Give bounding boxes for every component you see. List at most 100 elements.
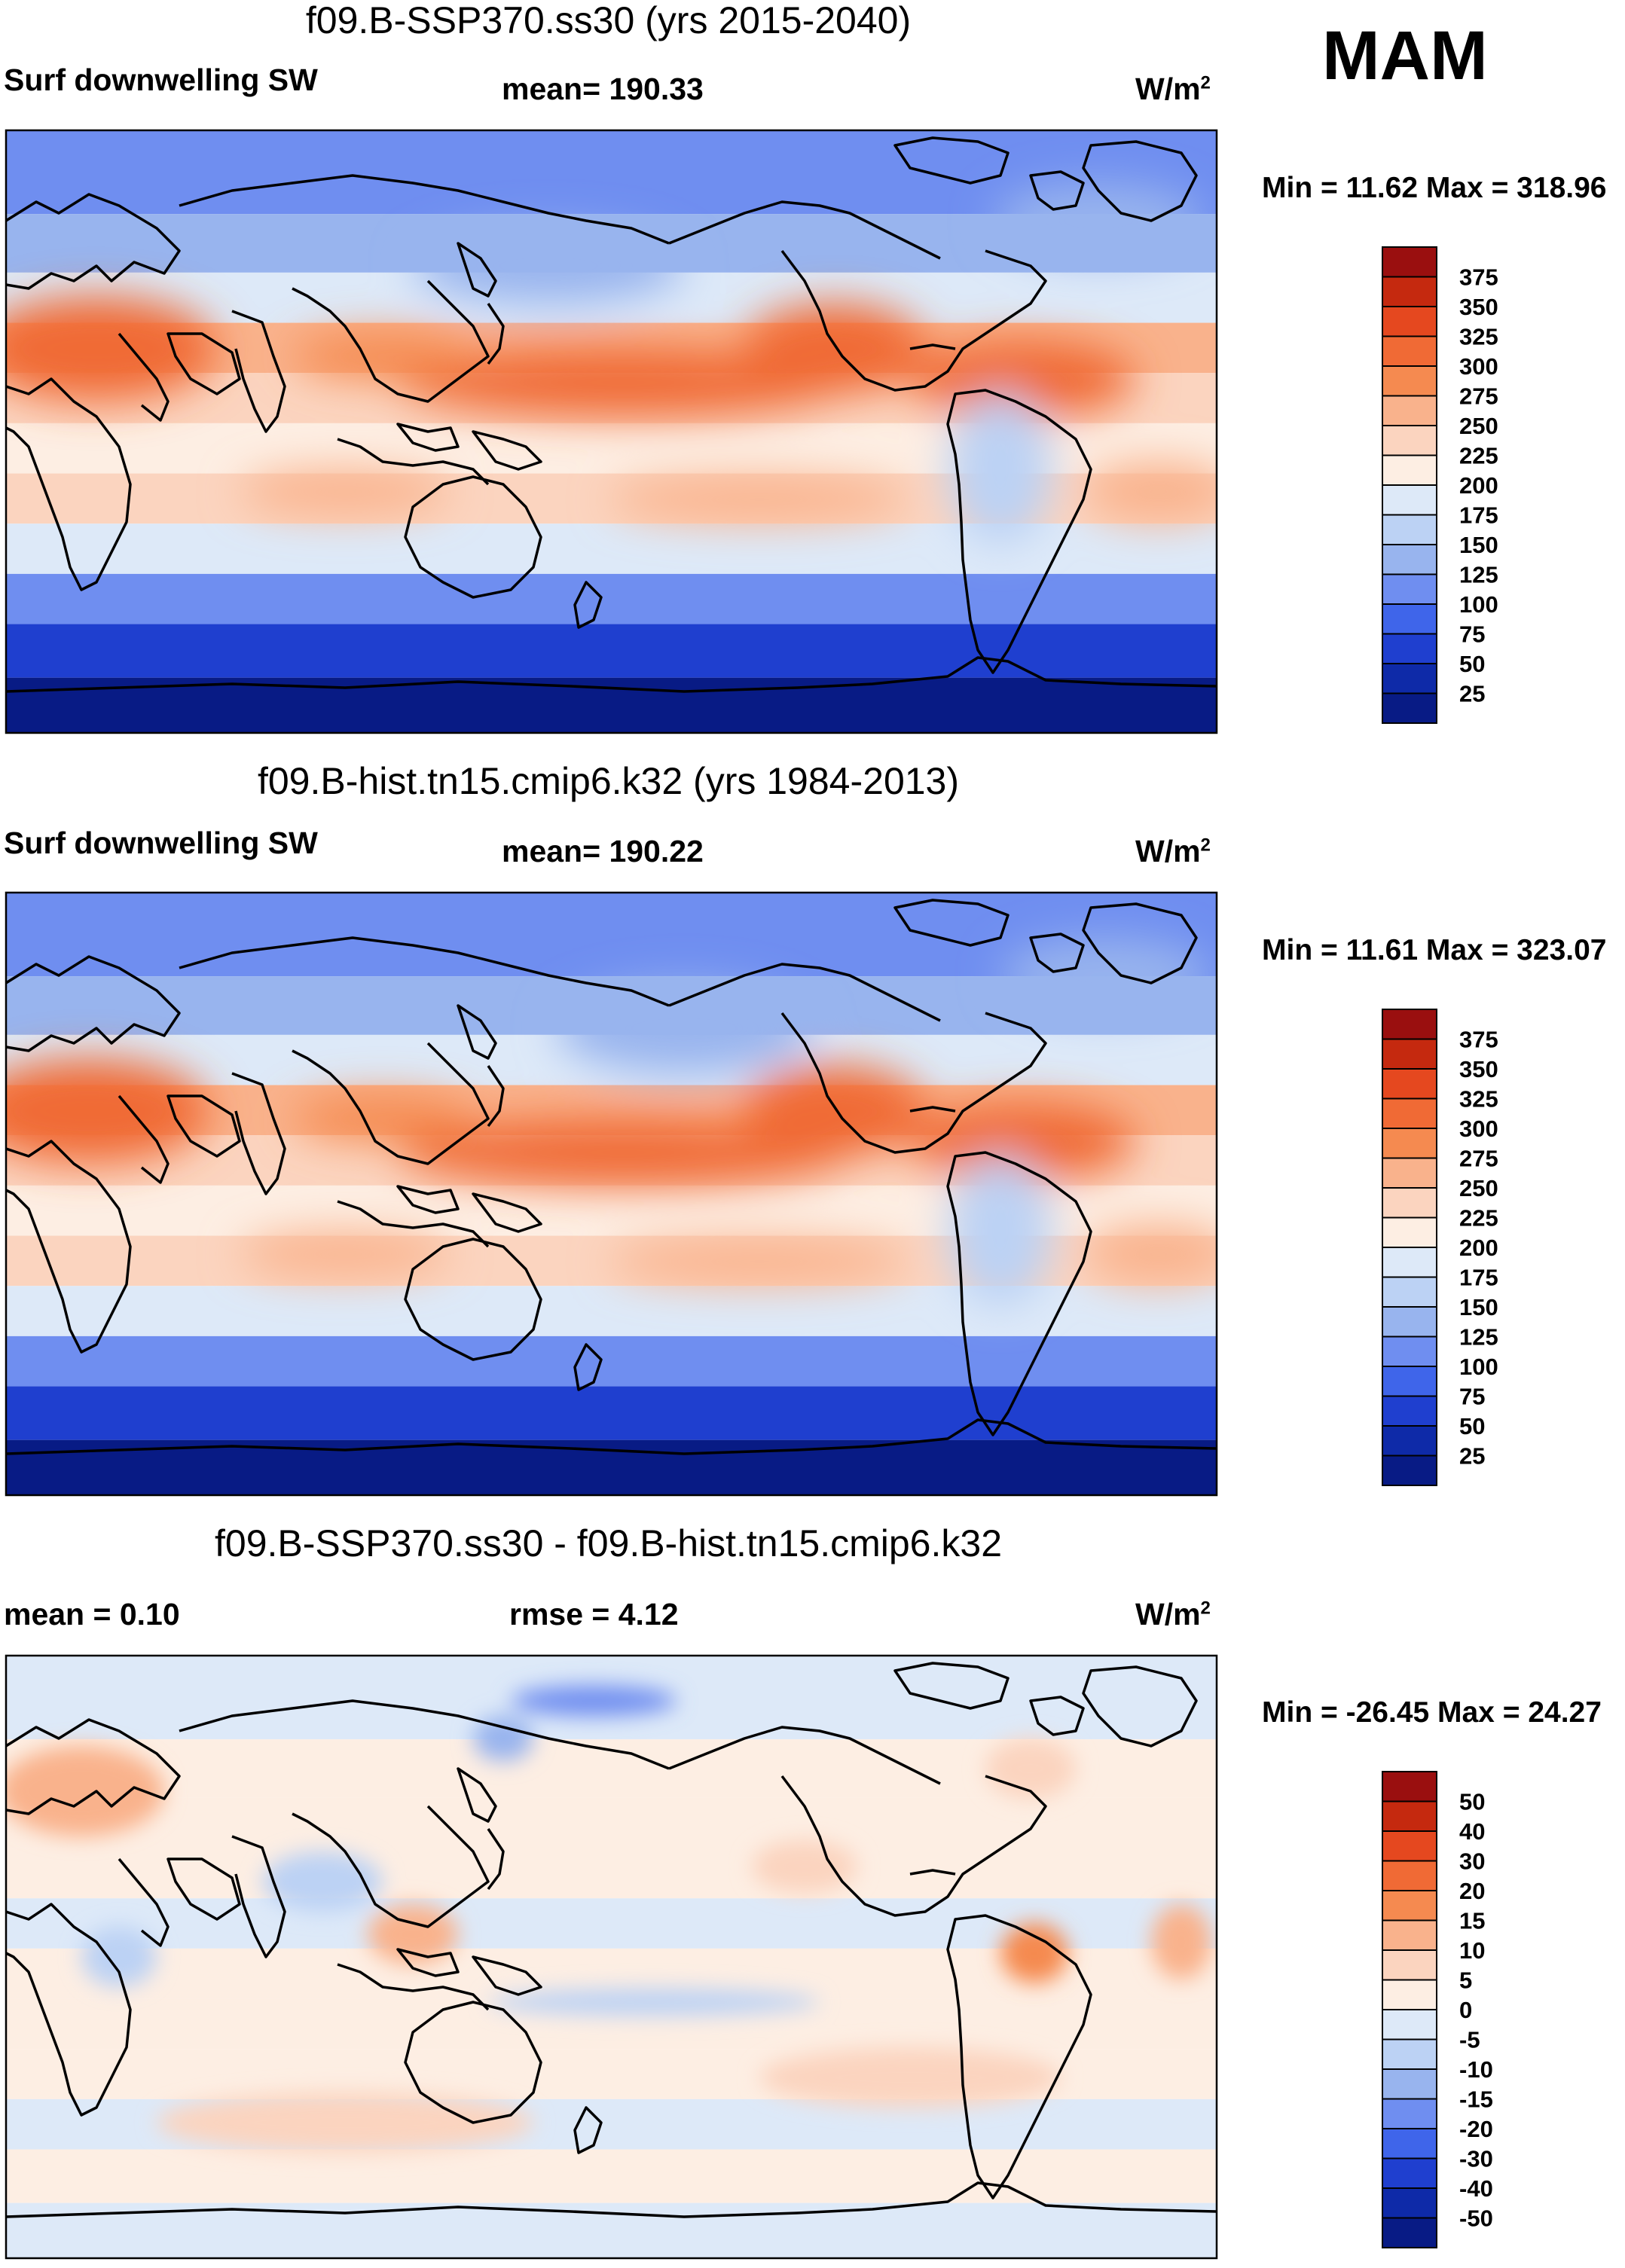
- colorbar-swatch: [1382, 514, 1437, 545]
- colorbar-tick-label: 275: [1459, 1146, 1498, 1172]
- latitude-band: [6, 1848, 1217, 1899]
- colorbar-tick-label: -15: [1459, 2086, 1493, 2113]
- colorbar-swatch: [1382, 1366, 1437, 1397]
- colorbar-tick-label: 50: [1459, 1413, 1485, 1439]
- colorbar-swatch: [1382, 246, 1437, 278]
- colorbar-tick-label: 250: [1459, 413, 1498, 439]
- colorbar-swatch: [1382, 1276, 1437, 1308]
- panel2-colorbar: 375 350 325 300 275 250 225 200 175 150 125 100 75 50…: [1382, 1009, 1498, 1486]
- panel1-minmax: Min = 11.62 Max = 318.96: [1262, 172, 1607, 204]
- colorbar-swatch: [1382, 2187, 1437, 2219]
- latitude-band: [6, 624, 1217, 678]
- colorbar-tick-label: 225: [1459, 1205, 1498, 1232]
- colorbar-swatch: [1382, 1216, 1437, 1248]
- colorbar-swatch: [1382, 1455, 1437, 1486]
- colorbar-swatch: [1382, 2098, 1437, 2129]
- colorbar-tick-label: 5: [1459, 1967, 1472, 1994]
- panel2-center-label: mean= 190.22: [502, 834, 704, 868]
- colorbar-swatch: [1382, 1919, 1437, 1951]
- colorbar-swatch: [1382, 276, 1437, 307]
- panel3-center-label: rmse = 4.12: [509, 1597, 679, 1632]
- colorbar-swatch: [1382, 1395, 1437, 1427]
- colorbar-tick-label: 300: [1459, 1116, 1498, 1142]
- colorbar-swatch: [1382, 603, 1437, 635]
- colorbar-swatch: [1382, 2068, 1437, 2100]
- panel3-title: f09.B-SSP370.ss30 - f09.B-hist.tn15.cmip…: [215, 1522, 1002, 1564]
- colorbar-swatch: [1382, 1860, 1437, 1891]
- panel3-map: [5, 1654, 1218, 2260]
- colorbar-swatch: [1382, 1979, 1437, 2010]
- colorbar-swatch: [1382, 1038, 1437, 1070]
- colorbar-swatch: [1382, 306, 1437, 337]
- colorbar-swatch: [1382, 1890, 1437, 1922]
- colorbar-tick-label: 275: [1459, 383, 1498, 410]
- colorbar-tick-label: 15: [1459, 1908, 1485, 1934]
- colorbar-tick-label: 25: [1459, 1443, 1485, 1470]
- colorbar-swatch: [1382, 1068, 1437, 1100]
- colorbar-tick-label: 125: [1459, 1324, 1498, 1351]
- panel2-field-features: [6, 938, 1217, 1307]
- panel3-minmax: Min = -26.45 Max = 24.27: [1262, 1696, 1602, 1729]
- colorbar-swatch: [1382, 365, 1437, 397]
- colorbar-tick-label: 325: [1459, 1086, 1498, 1113]
- colorbar-tick-label: 100: [1459, 591, 1498, 618]
- colorbar-swatch: [1382, 1097, 1437, 1129]
- colorbar-tick-label: 300: [1459, 353, 1498, 380]
- colorbar-swatch: [1382, 692, 1437, 724]
- season-label: MAM: [1322, 17, 1488, 94]
- colorbar-swatch: [1382, 1009, 1437, 1040]
- colorbar-swatch: [1382, 1247, 1437, 1278]
- panel1-center-label: mean= 190.33: [502, 72, 704, 106]
- colorbar-tick-label: 50: [1459, 1789, 1485, 1815]
- colorbar-swatch: [1382, 1771, 1437, 1802]
- colorbar-swatch: [1382, 1187, 1437, 1219]
- colorbar-tick-label: 175: [1459, 1265, 1498, 1291]
- colorbar-tick-label: 10: [1459, 1937, 1485, 1964]
- colorbar-tick-label: 350: [1459, 1056, 1498, 1082]
- colorbar-tick-label: 350: [1459, 294, 1498, 320]
- colorbar-tick-label: 20: [1459, 1878, 1485, 1904]
- colorbar-swatch: [1382, 425, 1437, 456]
- colorbar-tick-label: 100: [1459, 1354, 1498, 1380]
- colorbar-swatch: [1382, 1830, 1437, 1862]
- colorbar-tick-label: 75: [1459, 621, 1485, 648]
- panel1-title: f09.B-SSP370.ss30 (yrs 2015-2040): [305, 0, 912, 41]
- colorbar-swatch: [1382, 633, 1437, 664]
- colorbar-tick-label: -20: [1459, 2116, 1493, 2142]
- colorbar-swatch: [1382, 663, 1437, 694]
- panel2-units: W/m2: [1135, 834, 1211, 868]
- colorbar-tick-label: 150: [1459, 1294, 1498, 1320]
- panel1-field-features: [6, 183, 1217, 545]
- colorbar-tick-label: 40: [1459, 1818, 1485, 1845]
- panel2-left-label: Surf downwelling SW: [4, 826, 318, 860]
- colorbar-tick-label: 150: [1459, 532, 1498, 558]
- latitude-band: [6, 573, 1217, 624]
- colorbar-tick-label: 375: [1459, 1027, 1498, 1053]
- colorbar-tick-label: -50: [1459, 2205, 1493, 2232]
- panel2-minmax: Min = 11.61 Max = 323.07: [1262, 934, 1607, 966]
- colorbar-tick-label: 200: [1459, 1235, 1498, 1261]
- colorbar-tick-label: 325: [1459, 324, 1498, 350]
- colorbar-swatch: [1382, 2009, 1437, 2041]
- colorbar-tick-label: -5: [1459, 2027, 1480, 2053]
- panel3-field-features: [6, 1686, 1211, 2153]
- colorbar-swatch: [1382, 1949, 1437, 1981]
- latitude-band: [6, 2149, 1217, 2203]
- colorbar-tick-label: 0: [1459, 1997, 1472, 2023]
- colorbar-swatch: [1382, 1335, 1437, 1367]
- latitude-band: [6, 1335, 1217, 1387]
- colorbar-tick-label: 50: [1459, 651, 1485, 677]
- colorbar-swatch: [1382, 454, 1437, 486]
- colorbar-swatch: [1382, 484, 1437, 516]
- colorbar-swatch: [1382, 2038, 1437, 2070]
- colorbar-tick-label: 225: [1459, 443, 1498, 469]
- colorbar-swatch: [1382, 2217, 1437, 2248]
- panel2-title: f09.B-hist.tn15.cmip6.k32 (yrs 1984-2013…: [257, 760, 960, 802]
- colorbar-tick-label: 75: [1459, 1384, 1485, 1410]
- panel1-left-label: Surf downwelling SW: [4, 63, 318, 97]
- colorbar-tick-label: 25: [1459, 681, 1485, 707]
- colorbar-swatch: [1382, 1425, 1437, 1457]
- panel3-left-label: mean = 0.10: [4, 1597, 180, 1632]
